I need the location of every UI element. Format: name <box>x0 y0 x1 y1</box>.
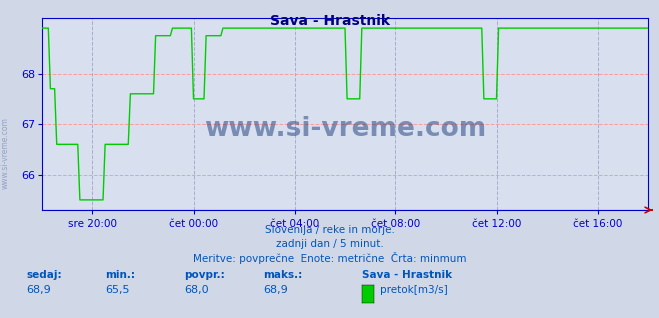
Text: www.si-vreme.com: www.si-vreme.com <box>204 116 486 142</box>
Text: Slovenija / reke in morje.: Slovenija / reke in morje. <box>264 225 395 235</box>
Text: povpr.:: povpr.: <box>185 270 225 280</box>
Text: Sava - Hrastnik: Sava - Hrastnik <box>270 14 389 28</box>
Text: pretok[m3/s]: pretok[m3/s] <box>380 285 447 295</box>
Text: Sava - Hrastnik: Sava - Hrastnik <box>362 270 453 280</box>
Text: 68,0: 68,0 <box>185 285 209 295</box>
Text: 68,9: 68,9 <box>26 285 51 295</box>
Text: 65,5: 65,5 <box>105 285 130 295</box>
Text: Meritve: povprečne  Enote: metrične  Črta: minmum: Meritve: povprečne Enote: metrične Črta:… <box>192 252 467 264</box>
Text: sedaj:: sedaj: <box>26 270 62 280</box>
Text: zadnji dan / 5 minut.: zadnji dan / 5 minut. <box>275 239 384 249</box>
Text: maks.:: maks.: <box>264 270 303 280</box>
Text: min.:: min.: <box>105 270 136 280</box>
Text: www.si-vreme.com: www.si-vreme.com <box>1 117 10 189</box>
Text: 68,9: 68,9 <box>264 285 289 295</box>
